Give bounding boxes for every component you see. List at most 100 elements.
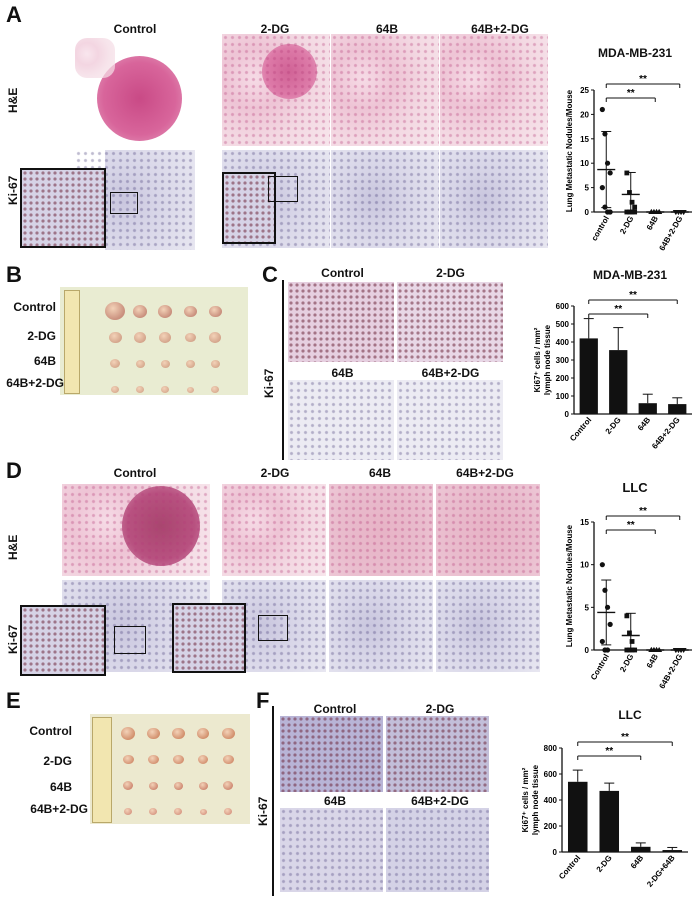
micrograph-control-he (75, 38, 195, 148)
y-tick-label: 20 (580, 110, 589, 119)
e-lymph-node (198, 755, 208, 764)
f-micrograph-64b (280, 808, 383, 892)
y-tick-label: 15 (580, 518, 589, 527)
y-tick-label: 400 (556, 338, 570, 347)
d-zoom-box-2dg (258, 615, 288, 641)
d-zoom-box-control (114, 626, 146, 654)
y-tick-label: 25 (580, 86, 589, 95)
b-lymph-node (210, 359, 220, 368)
bar (630, 846, 651, 852)
sig-stars: ** (614, 304, 622, 315)
f-micrograph-control (280, 716, 383, 792)
d-col-label-64b-2dg: 64B+2-DG (456, 466, 514, 480)
d-micrograph-64b-2dg-ki67 (436, 580, 540, 672)
y-axis-label-line2: lymph node tissue (543, 324, 552, 395)
d-inset-control-ki67 (20, 605, 106, 676)
e-lymph-node (123, 781, 133, 790)
inset-2dg-ki67 (222, 172, 276, 244)
c-row-label-ki67: Ki-67 (262, 368, 276, 398)
col-label-64b: 64B (375, 22, 398, 36)
b-lymph-node (185, 359, 195, 368)
group-label-b-64b: 64B (33, 354, 56, 368)
e-lymph-node (147, 754, 159, 765)
chart-c-svg: 0 100 200 300 400 500 600 Ki67⁺ cells / mm² lymp… (533, 290, 692, 451)
group-label-b-control: Control (13, 300, 56, 314)
e-lymph-node (146, 727, 160, 740)
d-col-label-64b: 64B (368, 466, 391, 480)
data-point (627, 190, 632, 195)
bar (609, 350, 628, 414)
data-point (629, 199, 635, 205)
d-col-label-2dg: 2-DG (260, 466, 290, 480)
d-micrograph-control-he (62, 484, 210, 576)
y-tick-label: 300 (556, 356, 570, 365)
y-axis-label: Lung Metastatic Nodules/Mouse (565, 89, 574, 212)
chart-f-svg: 0 200 400 600 800 Ki67⁺ cells / mm² lymph node… (521, 732, 688, 889)
d-row-label-he: H&E (6, 534, 20, 560)
micrograph-64b-2dg-he (440, 34, 548, 146)
d-micrograph-64b-2dg-he (436, 484, 540, 576)
micrograph-64b-ki67 (331, 150, 439, 248)
row-label-he: H&E (6, 87, 20, 113)
e-lymph-node (199, 808, 207, 815)
d-micrograph-2dg-he (222, 484, 326, 576)
ruler-b (64, 290, 80, 394)
group-label-e-2dg: 2-DG (43, 754, 72, 768)
b-lymph-node (134, 332, 146, 343)
x-tick-label: 2-DG (595, 854, 614, 874)
micrograph-64b-he (331, 34, 439, 146)
sig-stars: ** (605, 746, 613, 757)
data-point (627, 630, 632, 636)
micrograph-2dg-he (222, 34, 330, 146)
b-lymph-node (161, 386, 169, 394)
f-col-label-control: Control (313, 702, 357, 716)
x-tick-label: 64B (645, 652, 660, 669)
b-lymph-node (183, 305, 197, 318)
y-tick-label: 10 (580, 561, 589, 570)
inset-control-ki67 (20, 168, 106, 248)
bar (567, 781, 588, 852)
panel-label-f: F (256, 688, 270, 713)
group-label-b-2dg: 2-DG (27, 329, 56, 343)
x-tick-label: 2-DG (618, 215, 635, 236)
x-tick-label: 2-DG (604, 416, 623, 436)
y-tick-label: 0 (565, 410, 570, 419)
chart-f: 0 200 400 600 800 Ki67⁺ cells / mm² lymph node… (500, 722, 698, 900)
y-tick-label: 0 (553, 848, 558, 857)
data-point (607, 209, 613, 215)
e-lymph-node (121, 727, 135, 740)
bar (579, 338, 598, 414)
y-axis-label: Lung Metastatic Nodules/Mouse (565, 524, 574, 647)
y-tick-label: 400 (544, 796, 558, 805)
chart-d-title: LLC (622, 480, 648, 495)
d-micrograph-64b-he (329, 484, 433, 576)
y-tick-label: 10 (580, 159, 589, 168)
b-lymph-node (208, 305, 222, 318)
sig-stars: ** (639, 74, 647, 85)
c-micrograph-control (288, 282, 394, 362)
e-lymph-node (223, 781, 233, 790)
bar (662, 850, 683, 852)
col-label-control: Control (113, 22, 157, 36)
group-label-b-64b-2dg: 64B+2-DG (6, 376, 64, 390)
data-point (604, 160, 611, 166)
panel-label-d: D (6, 458, 22, 483)
e-lymph-node (221, 727, 235, 740)
y-tick-label: 200 (544, 822, 558, 831)
e-lymph-node (174, 808, 182, 816)
col-label-2dg: 2-DG (260, 22, 290, 36)
b-lymph-node (159, 332, 171, 343)
y-tick-label: 5 (585, 184, 590, 193)
bar (599, 790, 620, 852)
d-col-label-control: Control (113, 466, 157, 480)
x-tick-label: 64B+2-DG (650, 416, 682, 451)
x-tick-label: 64B+2-DG (657, 215, 684, 253)
b-lymph-node (186, 386, 194, 393)
group-label-e-control: Control (29, 724, 72, 738)
data-point (604, 604, 611, 610)
d-row-label-ki67: Ki-67 (6, 624, 20, 654)
lymph-node-photo-b (60, 287, 248, 395)
data-point (629, 639, 635, 644)
b-lymph-node (135, 359, 145, 368)
b-lymph-node (133, 305, 147, 318)
